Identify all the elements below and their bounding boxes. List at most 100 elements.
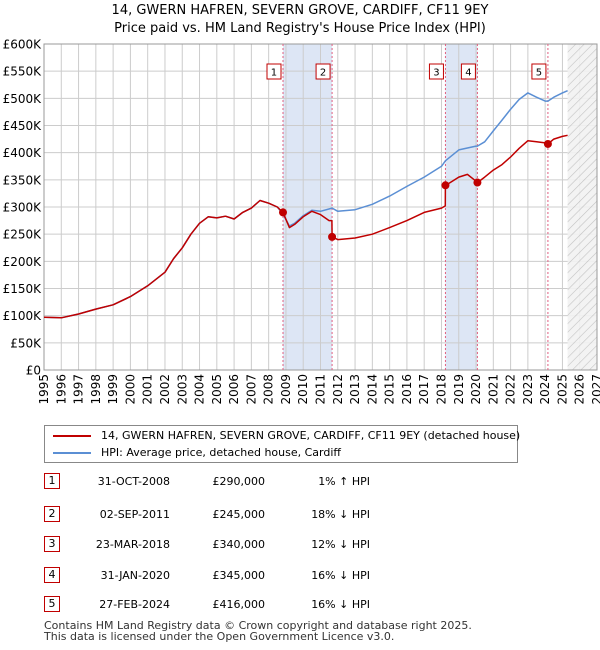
y-tick-label: £250K — [3, 228, 43, 242]
table-row: 5 27-FEB-2024 £416,000 16% ↓ HPI — [0, 595, 600, 615]
x-tick-label: 2016 — [400, 374, 414, 405]
x-tick-label: 1995 — [37, 374, 51, 405]
x-tick-label: 2000 — [123, 374, 137, 405]
table-row: 1 31-OCT-2008 £290,000 1% ↑ HPI — [0, 472, 600, 492]
sale-hpi-diff: 16% ↓ HPI — [311, 598, 370, 611]
sale-label-box — [531, 63, 547, 80]
table-row: 2 02-SEP-2011 £245,000 18% ↓ HPI — [0, 505, 600, 525]
x-tick-label: 1996 — [54, 374, 68, 405]
x-tick-label: 2014 — [365, 374, 379, 405]
y-tick-label: £300K — [3, 201, 43, 215]
x-tick-label: 2005 — [210, 374, 224, 405]
sale-label-text: 5 — [536, 68, 542, 79]
sale-hpi-diff: 18% ↓ HPI — [311, 508, 370, 521]
legend-label-price: 14, GWERN HAFREN, SEVERN GROVE, CARDIFF,… — [101, 429, 521, 442]
sale-label-text: 2 — [320, 68, 326, 79]
sale-price: £345,000 — [212, 569, 266, 582]
y-tick-label: £200K — [3, 255, 43, 269]
x-tick-label: 2024 — [538, 374, 552, 405]
x-tick-label: 2004 — [193, 374, 207, 405]
y-tick-label: £600K — [3, 38, 43, 52]
sale-number-badge: 2 — [44, 506, 60, 522]
x-tick-label: 2008 — [262, 374, 276, 405]
legend-swatch-hpi — [53, 452, 91, 454]
sale-price: £245,000 — [212, 508, 266, 521]
chart-title: 14, GWERN HAFREN, SEVERN GROVE, CARDIFF,… — [111, 3, 489, 18]
sale-date: 31-JAN-2020 — [100, 569, 170, 582]
x-tick-label: 1997 — [72, 374, 86, 405]
x-tick-label: 2025 — [555, 374, 569, 405]
x-tick-label: 2027 — [590, 374, 600, 405]
x-tick-label: 2010 — [296, 374, 310, 405]
sale-label-text: 4 — [465, 68, 471, 79]
sale-label-text: 3 — [433, 68, 439, 79]
x-tick-label: 1998 — [89, 374, 103, 405]
sale-hpi-diff: 1% ↑ HPI — [318, 475, 370, 488]
table-row: 4 31-JAN-2020 £345,000 16% ↓ HPI — [0, 566, 600, 586]
sale-price: £416,000 — [212, 598, 266, 611]
y-tick-label: £0 — [26, 364, 41, 378]
footer-license: This data is licensed under the Open Gov… — [44, 630, 395, 643]
plot-frame — [43, 43, 598, 371]
x-tick-label: 2018 — [434, 374, 448, 405]
x-tick-label: 2009 — [279, 374, 293, 405]
sale-point — [278, 208, 287, 217]
price-chart: £0 £50K £100K £150K £200K £250K £300K £350K £400… — [3, 38, 600, 405]
footer-copyright: Contains HM Land Registry data © Crown c… — [44, 619, 472, 632]
x-tick-label: 2020 — [469, 374, 483, 405]
sale-hpi-diff: 12% ↓ HPI — [311, 538, 370, 551]
sale-date: 23-MAR-2018 — [95, 538, 170, 551]
sale-point — [328, 232, 337, 241]
sale-date: 31-OCT-2008 — [97, 475, 170, 488]
x-tick-label: 2002 — [158, 374, 172, 405]
sale-label-box — [266, 63, 282, 80]
x-tick-label: 2003 — [175, 374, 189, 405]
sale-point — [473, 178, 482, 187]
sale-hpi-diff: 16% ↓ HPI — [311, 569, 370, 582]
y-tick-label: £100K — [3, 309, 43, 323]
sale-number-badge: 1 — [44, 473, 60, 489]
legend: 14, GWERN HAFREN, SEVERN GROVE, CARDIFF,… — [44, 425, 521, 463]
sale-label-box — [315, 63, 331, 80]
x-tick-label: 2015 — [383, 374, 397, 405]
x-tick-label: 2007 — [244, 374, 258, 405]
sale-number-badge: 3 — [44, 536, 60, 552]
chart-subtitle: Price paid vs. HM Land Registry's House … — [114, 21, 486, 36]
sale-label-box — [428, 63, 444, 80]
x-tick-label: 2021 — [486, 374, 500, 405]
x-tick-label: 2001 — [141, 374, 155, 405]
x-tick-label: 2023 — [521, 374, 535, 405]
x-tick-label: 2017 — [417, 374, 431, 405]
sale-number-badge: 4 — [44, 567, 60, 583]
y-tick-label: £400K — [3, 146, 43, 160]
x-tick-label: 2011 — [314, 374, 328, 405]
sale-price: £290,000 — [212, 475, 266, 488]
sale-date: 02-SEP-2011 — [99, 508, 170, 521]
sale-price: £340,000 — [212, 538, 266, 551]
sale-date: 27-FEB-2024 — [99, 598, 170, 611]
y-tick-label: £450K — [3, 119, 43, 133]
forecast-hatch — [567, 44, 597, 370]
x-tick-label: 2026 — [573, 374, 587, 405]
y-tick-label: £500K — [3, 92, 43, 106]
y-tick-label: £50K — [10, 336, 42, 350]
price-paid-line — [43, 134, 568, 319]
legend-swatch-price — [53, 435, 91, 437]
x-tick-label: 2013 — [348, 374, 362, 405]
sale-label-text: 1 — [271, 68, 277, 79]
y-tick-label: £350K — [3, 173, 43, 187]
x-tick-label: 2006 — [227, 374, 241, 405]
x-tick-label: 2012 — [331, 374, 345, 405]
sale-number-badge: 5 — [44, 596, 60, 612]
sale-label-box — [460, 63, 476, 80]
sale-point — [441, 181, 450, 190]
x-tick-label: 1999 — [106, 374, 120, 405]
y-tick-label: £550K — [3, 65, 43, 79]
x-tick-label: 2022 — [504, 374, 518, 405]
legend-label-hpi: HPI: Average price, detached house, Card… — [101, 446, 341, 459]
x-tick-label: 2019 — [452, 374, 466, 405]
y-tick-label: £150K — [3, 282, 43, 296]
table-row: 3 23-MAR-2018 £340,000 12% ↓ HPI — [0, 535, 600, 555]
footer: Contains HM Land Registry data © Crown c… — [44, 620, 472, 642]
sale-point — [543, 139, 552, 148]
